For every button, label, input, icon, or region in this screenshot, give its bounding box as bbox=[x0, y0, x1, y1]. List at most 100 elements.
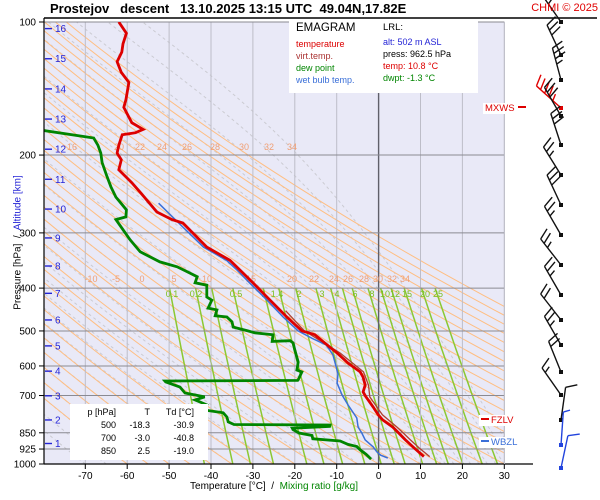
wet-bulb-zero-marker: WBZL bbox=[479, 437, 520, 448]
svg-text:200: 200 bbox=[19, 151, 36, 162]
legend-item-virt-temp: virt.temp. bbox=[296, 51, 334, 61]
svg-text:6: 6 bbox=[55, 315, 61, 326]
svg-text:30: 30 bbox=[373, 274, 383, 284]
svg-text:34: 34 bbox=[287, 142, 297, 152]
wind-barb-icon bbox=[551, 40, 566, 82]
svg-text:-50: -50 bbox=[162, 471, 177, 482]
svg-text:15: 15 bbox=[402, 289, 412, 299]
svg-text:700: 700 bbox=[19, 391, 36, 402]
svg-text:30: 30 bbox=[499, 471, 511, 482]
svg-text:0.2: 0.2 bbox=[190, 289, 203, 299]
svg-text:22: 22 bbox=[309, 274, 319, 284]
col-header-dewpoint: Td [°C] bbox=[165, 407, 194, 417]
table-row: 700 -3.0 -40.8 bbox=[74, 432, 194, 445]
wind-barb-icon bbox=[543, 196, 563, 237]
svg-text:20: 20 bbox=[457, 471, 469, 482]
isoline-labels: 16 20 22 24 26 28 30 32 34-10 -5 0 5 10 15 20 22 24 26 28 3… bbox=[67, 142, 443, 299]
svg-text:-10: -10 bbox=[84, 274, 97, 284]
svg-text:-10: -10 bbox=[329, 471, 344, 482]
y-axis-title: Pressure [hPa] / Altitude [km] bbox=[13, 93, 24, 393]
svg-text:1: 1 bbox=[55, 439, 61, 450]
cell-td-500: -30.9 bbox=[173, 420, 194, 430]
wind-barb-icon bbox=[541, 357, 563, 397]
svg-text:12: 12 bbox=[390, 289, 400, 299]
wind-barb-icon bbox=[540, 228, 563, 267]
mxws-label: MXWS bbox=[485, 103, 515, 114]
cell-t-500: -18.3 bbox=[129, 420, 150, 430]
svg-text:28: 28 bbox=[210, 142, 220, 152]
svg-text:1.4: 1.4 bbox=[271, 289, 284, 299]
svg-text:26: 26 bbox=[343, 274, 353, 284]
cell-td-700: -40.8 bbox=[173, 433, 194, 443]
wind-barb-icon bbox=[543, 306, 563, 347]
wetbulb-curve bbox=[158, 202, 389, 459]
cell-t-700: -3.0 bbox=[134, 433, 150, 443]
axes-layer: 1002003004005006007008509251000123456789… bbox=[14, 17, 597, 482]
wind-barb-icon bbox=[559, 433, 580, 470]
svg-text:0.5: 0.5 bbox=[230, 289, 243, 299]
wind-barb-icon bbox=[544, 0, 563, 24]
svg-text:0: 0 bbox=[376, 471, 382, 482]
svg-text:24: 24 bbox=[329, 274, 339, 284]
wind-barb-icon bbox=[540, 283, 563, 322]
svg-text:3: 3 bbox=[55, 391, 61, 402]
svg-text:20: 20 bbox=[420, 289, 430, 299]
svg-text:0.1: 0.1 bbox=[166, 289, 179, 299]
svg-text:28: 28 bbox=[359, 274, 369, 284]
svg-text:500: 500 bbox=[19, 326, 36, 337]
cell-p-850: 850 bbox=[100, 446, 116, 456]
fzlv-label: FZLV bbox=[491, 415, 514, 426]
svg-text:10: 10 bbox=[55, 205, 67, 216]
freezing-level-marker: FZLV bbox=[479, 415, 516, 426]
svg-text:30: 30 bbox=[239, 142, 249, 152]
svg-text:10: 10 bbox=[415, 471, 427, 482]
svg-text:22: 22 bbox=[135, 142, 145, 152]
svg-text:20: 20 bbox=[287, 274, 297, 284]
svg-text:400: 400 bbox=[19, 284, 36, 295]
svg-text:16: 16 bbox=[55, 24, 67, 35]
svg-text:5: 5 bbox=[171, 274, 176, 284]
svg-text:25: 25 bbox=[433, 289, 443, 299]
svg-text:-40: -40 bbox=[204, 471, 219, 482]
sounding-curves bbox=[44, 22, 431, 461]
legend-box: EMAGRAM temperature virt.temp. dew point… bbox=[289, 19, 380, 93]
table-row: 500 -18.3 -30.9 bbox=[74, 419, 194, 432]
wind-barb-icon bbox=[543, 77, 563, 118]
svg-text:4: 4 bbox=[334, 289, 339, 299]
cell-p-700: 700 bbox=[100, 433, 116, 443]
legend-item-temperature: temperature bbox=[296, 39, 345, 49]
svg-text:32: 32 bbox=[387, 274, 397, 284]
lrl-dewpoint: dwpt: -1.3 °C bbox=[383, 73, 436, 83]
svg-text:12: 12 bbox=[55, 145, 67, 156]
svg-text:0: 0 bbox=[139, 274, 144, 284]
svg-text:6: 6 bbox=[352, 289, 357, 299]
svg-text:2: 2 bbox=[296, 289, 301, 299]
svg-text:-20: -20 bbox=[288, 471, 303, 482]
svg-text:-5: -5 bbox=[112, 274, 120, 284]
svg-text:925: 925 bbox=[19, 445, 36, 456]
isoline-layer bbox=[44, 22, 505, 464]
lrl-title: LRL: bbox=[383, 22, 404, 33]
svg-text:32: 32 bbox=[264, 142, 274, 152]
x-axis-title-temperature: Temperature [°C] / bbox=[190, 481, 280, 492]
copyright-label: CHMI © 2025 bbox=[531, 2, 598, 14]
svg-text:100: 100 bbox=[19, 18, 36, 29]
svg-text:2: 2 bbox=[55, 415, 61, 426]
svg-text:11: 11 bbox=[55, 175, 66, 186]
wind-barb-icon bbox=[559, 384, 578, 422]
plot-background bbox=[44, 22, 505, 464]
cell-p-500: 500 bbox=[100, 420, 116, 430]
temperature-curve bbox=[115, 22, 425, 458]
y-axis-title-altitude: Altitude [km] bbox=[12, 175, 24, 231]
col-header-temp: T bbox=[144, 407, 151, 417]
grid-layer bbox=[44, 21, 505, 464]
cell-td-850: -19.0 bbox=[173, 446, 194, 456]
svg-text:-30: -30 bbox=[246, 471, 261, 482]
svg-text:8: 8 bbox=[369, 289, 374, 299]
wind-barb-icon bbox=[547, 332, 563, 374]
svg-text:7: 7 bbox=[55, 289, 61, 300]
x-axis-title-mixing-ratio: Mixing ratio [g/kg] bbox=[279, 481, 358, 492]
col-header-pressure: p [hPa] bbox=[87, 407, 116, 417]
